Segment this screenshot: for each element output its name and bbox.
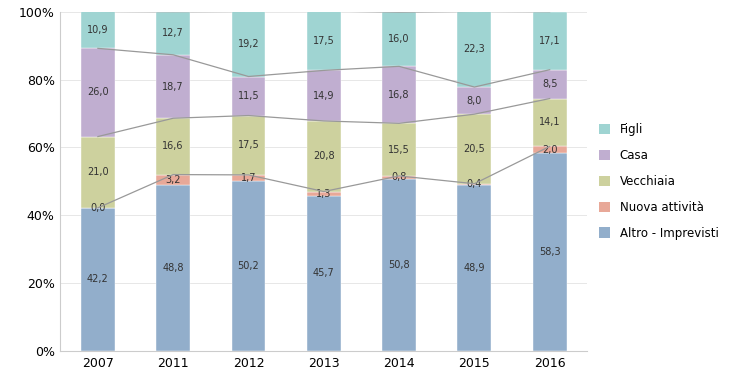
Bar: [533, 70, 567, 99]
Text: 2,0: 2,0: [542, 145, 557, 155]
Text: 17,5: 17,5: [238, 140, 259, 150]
Text: 42,2: 42,2: [87, 275, 108, 284]
Bar: [382, 12, 416, 66]
Bar: [232, 181, 265, 351]
Text: 8,0: 8,0: [467, 96, 482, 106]
Text: 48,9: 48,9: [464, 263, 485, 273]
Bar: [81, 48, 114, 136]
Text: 3,2: 3,2: [166, 175, 181, 185]
Text: 15,5: 15,5: [389, 145, 410, 154]
Bar: [533, 99, 567, 146]
Bar: [306, 11, 340, 71]
Text: 26,0: 26,0: [87, 87, 108, 98]
Bar: [232, 175, 265, 181]
Bar: [306, 121, 340, 191]
Text: 21,0: 21,0: [87, 167, 108, 177]
Bar: [157, 118, 190, 175]
Text: 19,2: 19,2: [238, 39, 259, 49]
Text: 0,0: 0,0: [90, 203, 105, 213]
Bar: [157, 175, 190, 185]
Text: 16,0: 16,0: [389, 34, 410, 44]
Bar: [533, 12, 567, 70]
Bar: [232, 115, 265, 175]
Text: 45,7: 45,7: [313, 268, 334, 278]
Bar: [457, 185, 491, 351]
Text: 18,7: 18,7: [163, 82, 184, 92]
Text: 16,6: 16,6: [163, 142, 184, 151]
Bar: [382, 123, 416, 176]
Bar: [81, 136, 114, 208]
Bar: [533, 153, 567, 351]
Text: 11,5: 11,5: [238, 91, 259, 101]
Bar: [81, 208, 114, 351]
Text: 58,3: 58,3: [539, 247, 560, 257]
Bar: [457, 87, 491, 114]
Bar: [157, 185, 190, 351]
Text: 14,9: 14,9: [313, 91, 334, 101]
Text: 1,3: 1,3: [316, 189, 331, 199]
Text: 17,1: 17,1: [539, 36, 560, 46]
Bar: [382, 66, 416, 123]
Text: 20,8: 20,8: [313, 151, 334, 161]
Bar: [382, 179, 416, 351]
Text: 17,5: 17,5: [313, 36, 334, 46]
Text: 20,5: 20,5: [464, 144, 485, 154]
Bar: [457, 11, 491, 87]
Text: 16,8: 16,8: [389, 90, 410, 100]
Text: 8,5: 8,5: [542, 79, 557, 89]
Text: 0,4: 0,4: [467, 179, 482, 190]
Bar: [232, 76, 265, 115]
Text: 14,1: 14,1: [539, 117, 560, 128]
Text: 0,8: 0,8: [392, 172, 407, 182]
Text: 1,7: 1,7: [241, 173, 256, 183]
Bar: [232, 11, 265, 76]
Bar: [457, 184, 491, 185]
Bar: [306, 196, 340, 351]
Text: 50,8: 50,8: [389, 260, 410, 270]
Text: 10,9: 10,9: [87, 25, 108, 35]
Text: 22,3: 22,3: [464, 44, 485, 54]
Bar: [157, 12, 190, 55]
Bar: [306, 191, 340, 196]
Legend: Figli, Casa, Vecchiaia, Nuova attività, Altro - Imprevisti: Figli, Casa, Vecchiaia, Nuova attività, …: [599, 123, 718, 240]
Bar: [81, 11, 114, 48]
Bar: [306, 71, 340, 121]
Text: 12,7: 12,7: [163, 28, 184, 38]
Bar: [533, 146, 567, 153]
Text: 50,2: 50,2: [238, 261, 259, 271]
Bar: [382, 176, 416, 179]
Bar: [157, 55, 190, 118]
Bar: [457, 114, 491, 184]
Text: 48,8: 48,8: [163, 263, 184, 273]
